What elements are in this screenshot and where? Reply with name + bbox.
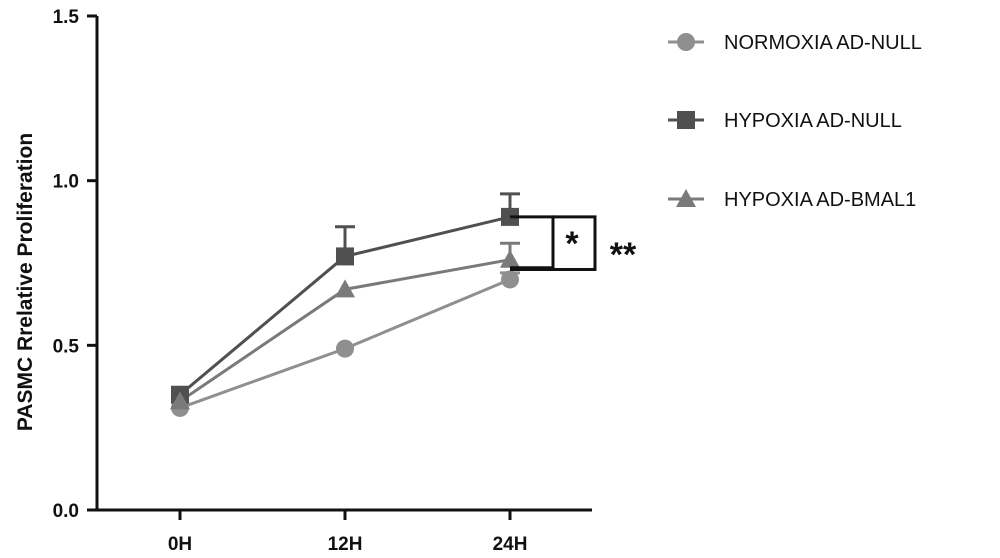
y-tick-label: 0.0	[53, 501, 79, 522]
significance-brackets: ***	[510, 217, 637, 274]
y-tick-label: 1.5	[53, 7, 80, 28]
y-tick-label: 1.0	[53, 172, 79, 193]
y-tick-label: 0.5	[53, 336, 80, 357]
y-axis-title: PASMC Rrelative Proliferation	[14, 133, 37, 431]
significance-label: *	[565, 225, 579, 263]
legend-label: HYPOXIA AD-NULL	[724, 110, 902, 132]
data-point	[501, 270, 519, 288]
data-point	[336, 247, 354, 265]
x-tick-label: 24H	[493, 534, 528, 555]
significance-label: **	[610, 236, 637, 274]
legend-label: NORMOXIA AD-NULL	[724, 32, 922, 54]
legend-marker	[677, 33, 695, 51]
legend-label: HYPOXIA AD-BMAL1	[724, 189, 916, 211]
legend: NORMOXIA AD-NULL HYPOXIA AD-NULL HYPOXIA A…	[668, 32, 922, 211]
data-point	[500, 250, 520, 268]
data-point	[336, 340, 354, 358]
y-axis: 0.0 0.5 1.0 1.5	[53, 7, 97, 522]
x-axis: 0H 12H 24H	[97, 510, 592, 555]
x-tick-label: 12H	[328, 534, 363, 555]
x-tick-label: 0H	[168, 534, 192, 555]
legend-marker	[677, 111, 695, 129]
